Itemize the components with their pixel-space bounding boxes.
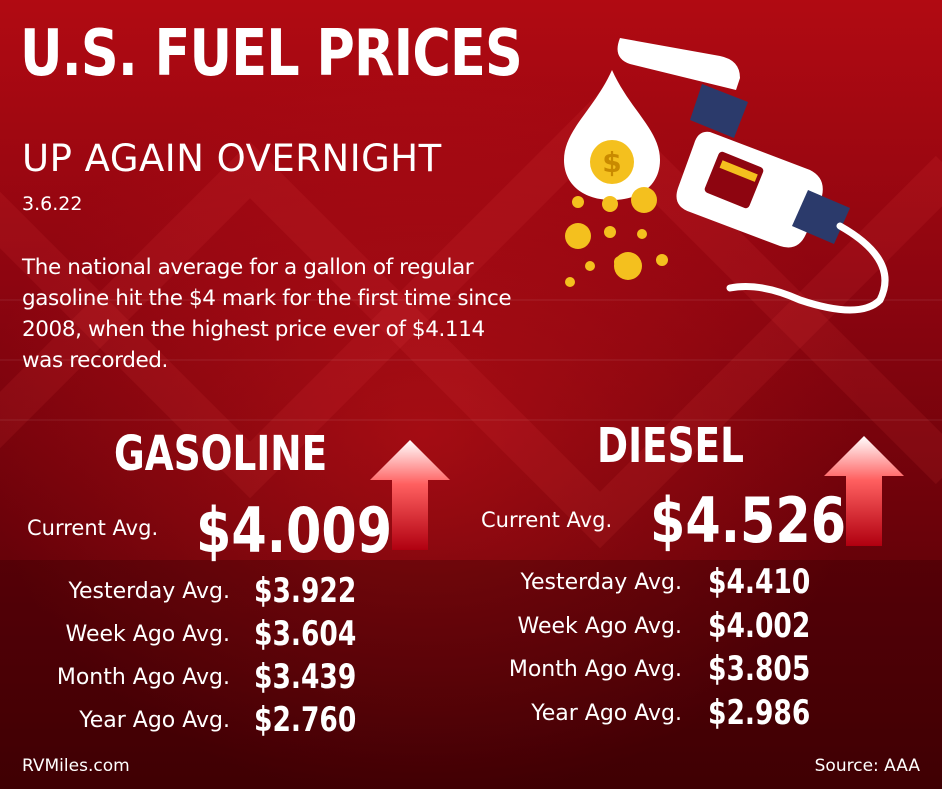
up-arrow-icon bbox=[824, 436, 904, 546]
page-title: U.S. FUEL PRICES bbox=[20, 17, 523, 91]
fuel-drop-dollar-icon: $ bbox=[564, 70, 660, 200]
gasoline-year-label: Year Ago Avg. bbox=[79, 708, 230, 733]
diesel-month-value: $3.805 bbox=[708, 649, 811, 689]
diesel-current-value: $4.526 bbox=[650, 484, 847, 557]
diesel-week-value: $4.002 bbox=[708, 606, 811, 646]
site-credit: RVMiles.com bbox=[22, 756, 130, 776]
gasoline-week-label: Week Ago Avg. bbox=[65, 622, 230, 647]
summary-text: The national average for a gallon of reg… bbox=[22, 255, 512, 373]
date-label: 3.6.22 bbox=[22, 193, 83, 215]
coins-icon bbox=[565, 187, 668, 287]
gasoline-week-value: $3.604 bbox=[254, 614, 357, 654]
svg-text:$: $ bbox=[602, 146, 621, 179]
up-arrow-icon bbox=[370, 440, 450, 550]
gasoline-yesterday-label: Yesterday Avg. bbox=[68, 579, 230, 604]
diesel-year-value: $2.986 bbox=[708, 693, 811, 733]
gasoline-title: GASOLINE bbox=[114, 426, 328, 482]
diesel-week-label: Week Ago Avg. bbox=[517, 614, 682, 639]
gasoline-year-value: $2.760 bbox=[254, 700, 357, 740]
gasoline-current-value: $4.009 bbox=[196, 494, 393, 567]
gasoline-current-label: Current Avg. bbox=[27, 516, 159, 540]
diesel-yesterday-value: $4.410 bbox=[708, 562, 811, 602]
gasoline-yesterday-value: $3.922 bbox=[254, 571, 357, 611]
gasoline-month-value: $3.439 bbox=[254, 657, 357, 697]
page-subtitle: UP AGAIN OVERNIGHT bbox=[22, 137, 442, 180]
diesel-month-label: Month Ago Avg. bbox=[508, 657, 682, 682]
gasoline-month-label: Month Ago Avg. bbox=[56, 665, 230, 690]
source-credit: Source: AAA bbox=[814, 756, 920, 776]
diesel-yesterday-label: Yesterday Avg. bbox=[520, 570, 682, 595]
diesel-year-label: Year Ago Avg. bbox=[531, 701, 682, 726]
diesel-current-label: Current Avg. bbox=[481, 508, 613, 532]
fuel-pump-nozzle-icon: $ bbox=[564, 38, 889, 314]
diesel-title: DIESEL bbox=[597, 418, 744, 474]
